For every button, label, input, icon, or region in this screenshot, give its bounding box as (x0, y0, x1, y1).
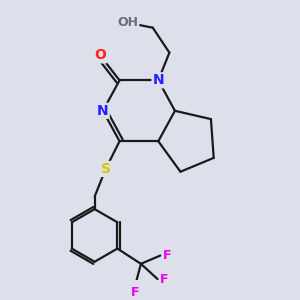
Text: F: F (160, 273, 169, 286)
Text: S: S (101, 162, 111, 176)
Text: N: N (152, 73, 164, 87)
Text: OH: OH (117, 16, 138, 29)
Text: F: F (163, 249, 172, 262)
Text: N: N (97, 104, 109, 118)
Text: F: F (131, 286, 140, 299)
Text: O: O (94, 48, 106, 62)
